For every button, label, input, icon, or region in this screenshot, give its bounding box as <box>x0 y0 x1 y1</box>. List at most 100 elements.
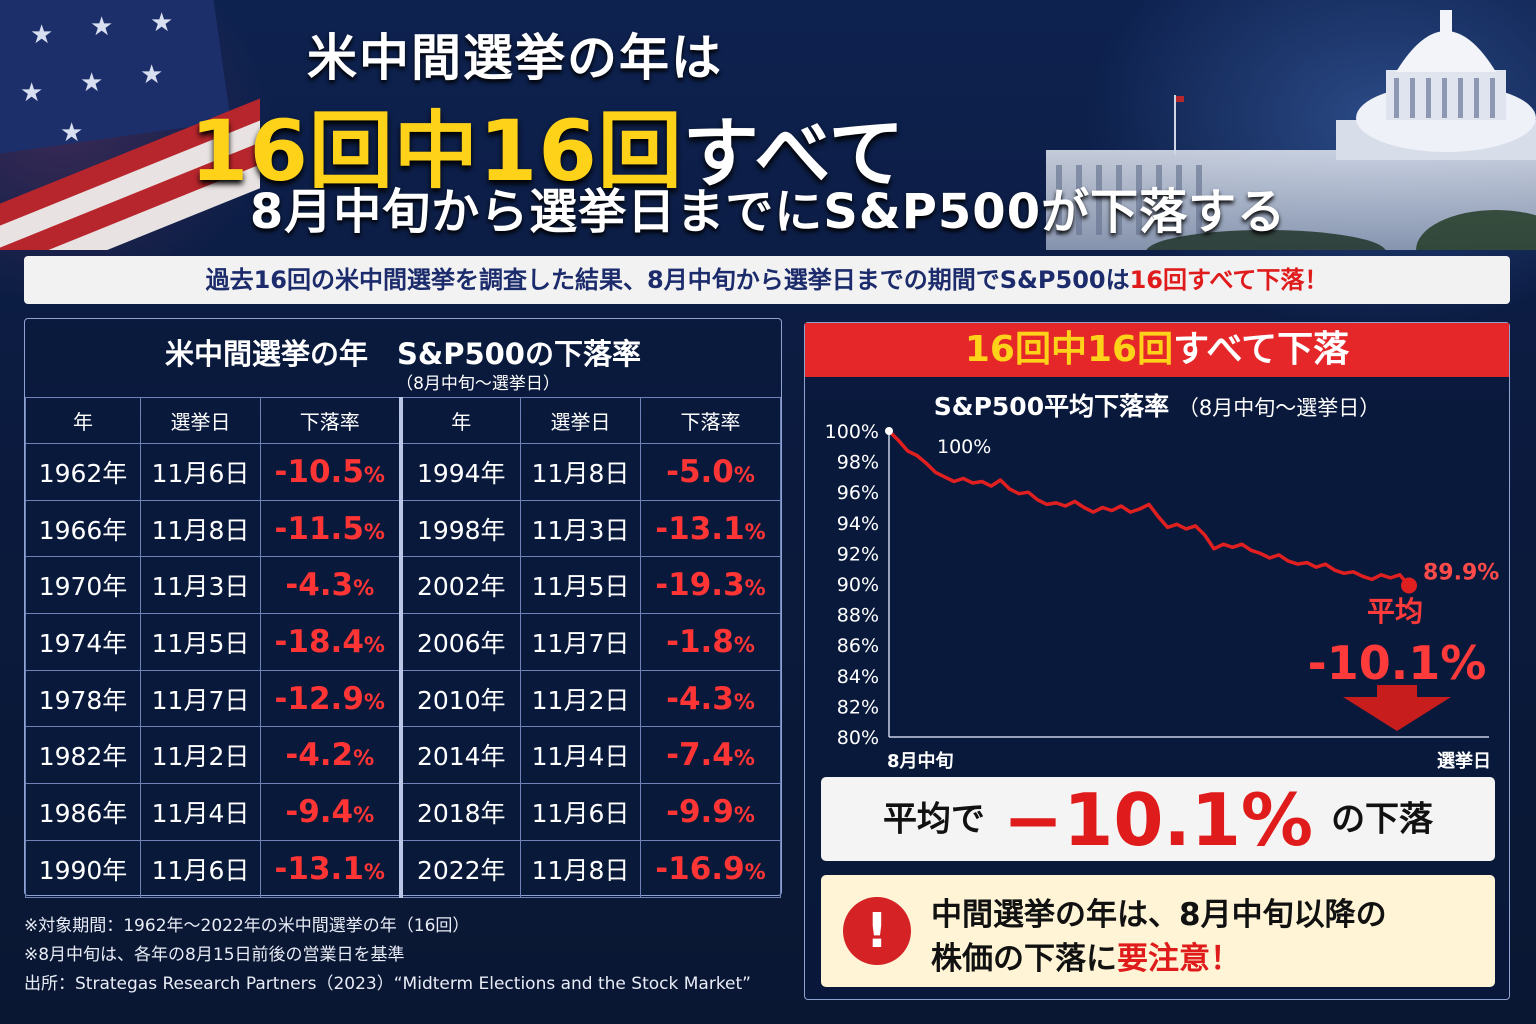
election-date-cell: 11月4日 <box>520 726 641 785</box>
decline-rate-cell: -1.8% <box>640 613 781 671</box>
decline-rate-value: -13.1 <box>655 510 745 547</box>
headline-highlight: 16回中16回 <box>190 102 683 200</box>
headline-line2: 16回中16回すべて <box>190 84 905 205</box>
decline-rate-value: -18.4 <box>274 623 364 660</box>
election-year-cell: 1994年 <box>398 443 521 501</box>
election-year-cell: 2014年 <box>398 726 521 785</box>
chart-title: S&P500平均下落率 （8月中旬～選挙日） <box>805 387 1509 423</box>
footnote: ※対象期間：1962年～2022年の米中間選挙の年（16回） <box>24 916 470 936</box>
decline-rate-value: -5.0 <box>666 453 734 490</box>
star-icon: ★ <box>20 78 44 108</box>
x-tick-label: 8月中旬 <box>887 750 954 772</box>
election-year-cell: 1982年 <box>25 726 141 785</box>
table-row: 1974年 11月5日 -18.4% 2006年 11月7日 -1.8% <box>25 613 781 671</box>
avg-box-value: −10.1% <box>1002 777 1314 862</box>
decline-rate-cell: -5.0% <box>640 443 781 501</box>
avg-box-post: の下落 <box>1331 799 1434 840</box>
election-year-cell: 1962年 <box>25 443 141 501</box>
decline-rate-value: -7.4 <box>666 737 734 774</box>
election-date-cell: 11月6日 <box>140 839 261 898</box>
y-tick-label: 98% <box>837 452 879 474</box>
decline-rate-value: -12.9 <box>274 680 364 717</box>
chart-header-rest: すべて下落 <box>1173 329 1350 370</box>
election-year-cell: 2022年 <box>398 839 521 898</box>
percent-sign: % <box>353 746 375 771</box>
y-tick-label: 90% <box>837 574 879 596</box>
y-tick-label: 80% <box>837 727 879 749</box>
decline-rate-value: -16.9 <box>655 850 745 887</box>
decline-rate-value: -13.1 <box>274 850 364 887</box>
line-chart: 100% 98% 96% 94% 92% 90% 88% 86% 84% 82% 80% 8月中旬 選挙… <box>825 421 1500 772</box>
election-date-cell: 11月7日 <box>140 669 261 728</box>
percent-sign: % <box>744 859 766 884</box>
election-date-cell: 11月2日 <box>140 726 261 785</box>
y-tick-label: 86% <box>837 635 879 657</box>
decline-rate-cell: -9.4% <box>260 783 401 841</box>
table-row: 1970年 11月3日 -4.3% 2002年 11月5日 -19.3% <box>25 556 781 615</box>
chart-title-sub: （8月中旬～選挙日） <box>1177 396 1381 420</box>
decline-rate-cell: -4.2% <box>260 726 401 785</box>
decline-rate-cell: -4.3% <box>640 669 781 728</box>
election-date-cell: 11月2日 <box>520 669 641 728</box>
column-header: 選挙日 <box>140 397 261 444</box>
percent-sign: % <box>733 689 755 714</box>
decline-rate-value: -9.9 <box>666 793 734 830</box>
percent-sign: % <box>363 519 385 544</box>
x-tick-label: 選挙日 <box>1437 750 1491 772</box>
star-icon: ★ <box>90 12 114 42</box>
election-year-cell: 2006年 <box>398 613 521 671</box>
column-header: 選挙日 <box>520 397 641 444</box>
percent-sign: % <box>733 802 755 827</box>
star-icon: ★ <box>150 8 174 38</box>
percent-sign: % <box>733 462 755 487</box>
decline-table: 年 選挙日 下落率 年 選挙日 下落率 1962年 11月6日 -10.5% 1994… <box>25 397 781 898</box>
decline-rate-cell: -13.1% <box>640 499 781 558</box>
election-date-cell: 11月4日 <box>140 783 261 841</box>
decline-rate-value: -4.3 <box>666 680 734 717</box>
decline-rate-cell: -12.9% <box>260 669 401 728</box>
column-header: 年 <box>398 397 521 444</box>
start-point <box>885 427 893 435</box>
decline-rate-cell: -9.9% <box>640 783 781 841</box>
headline-line3: 8月中旬から選挙日までにS&P500が下落する <box>249 184 1287 240</box>
decline-rate-value: -4.3 <box>285 567 354 604</box>
y-tick-label: 84% <box>837 666 879 688</box>
table-subtitle: （8月中旬～選挙日） <box>396 374 560 394</box>
start-value-label: 100% <box>937 436 991 458</box>
footnote: ※8月中旬は、各年の8月15日前後の営業日を基準 <box>24 945 405 965</box>
percent-sign: % <box>744 519 766 544</box>
election-year-cell: 2010年 <box>398 669 521 728</box>
table-row: 1990年 11月6日 -13.1% 2022年 11月8日 -16.9% <box>25 839 781 898</box>
decline-rate-cell: -10.5% <box>260 443 401 501</box>
percent-sign: % <box>363 859 385 884</box>
average-annotation-value: -10.1% <box>1308 636 1487 690</box>
warning-line1: 中間選挙の年は、8月中旬以降の <box>931 897 1387 933</box>
decline-rate-value: -10.5 <box>274 453 364 490</box>
election-year-cell: 1966年 <box>25 499 141 558</box>
end-value-label: 89.9% <box>1423 561 1499 586</box>
table-row: 1962年 11月6日 -10.5% 1994年 11月8日 -5.0% <box>25 443 781 501</box>
column-header: 年 <box>25 397 141 444</box>
decline-rate-value: -1.8 <box>666 623 734 660</box>
star-icon: ★ <box>140 60 164 90</box>
star-icon: ★ <box>30 20 54 50</box>
decline-rate-cell: -19.3% <box>640 556 781 615</box>
decline-table-panel: 米中間選挙の年 S&P500の下落率 （8月中旬～選挙日） 年 選挙日 下落率 … <box>24 318 782 898</box>
percent-sign: % <box>733 746 755 771</box>
y-tick-label: 96% <box>837 482 879 504</box>
end-point <box>1401 577 1417 594</box>
warning-box: ! 中間選挙の年は、8月中旬以降の 株価の下落に要注意！ <box>821 875 1495 987</box>
decline-rate-value: -9.4 <box>285 793 354 830</box>
warning-emphasis: 要注意！ <box>1117 941 1241 977</box>
chart-panel-header: 16回中16回すべて下落 <box>805 323 1509 377</box>
percent-sign: % <box>363 689 385 714</box>
column-header: 下落率 <box>260 397 401 444</box>
election-year-cell: 1978年 <box>25 669 141 728</box>
percent-sign: % <box>733 632 755 657</box>
percent-sign: % <box>353 802 375 827</box>
chart-header-highlight: 16回中16回 <box>964 329 1174 370</box>
percent-sign: % <box>363 632 385 657</box>
election-year-cell: 1974年 <box>25 613 141 671</box>
election-date-cell: 11月8日 <box>140 499 261 558</box>
y-tick-label: 92% <box>837 543 879 565</box>
